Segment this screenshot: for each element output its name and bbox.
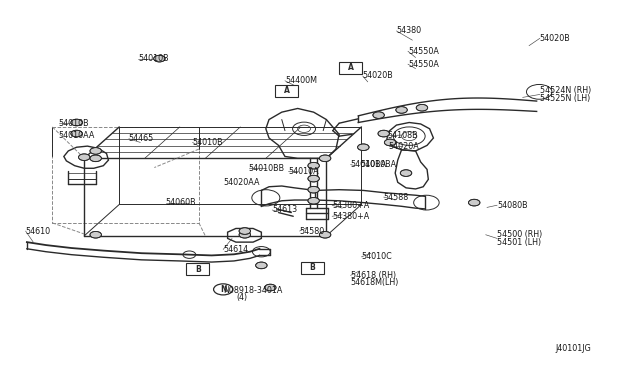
Text: B: B <box>310 263 316 272</box>
Text: 54020A: 54020A <box>389 142 420 151</box>
Text: N08918-3401A: N08918-3401A <box>223 286 282 295</box>
Circle shape <box>71 130 83 137</box>
Text: 54618M(LH): 54618M(LH) <box>351 278 399 287</box>
FancyBboxPatch shape <box>339 62 362 74</box>
Text: 54613: 54613 <box>272 205 298 215</box>
Text: 54618 (RH): 54618 (RH) <box>351 271 396 280</box>
Text: 54080B: 54080B <box>497 201 528 210</box>
Text: 54380+A: 54380+A <box>332 201 369 210</box>
Circle shape <box>90 231 101 238</box>
Text: 54020B: 54020B <box>540 34 571 43</box>
Circle shape <box>239 228 250 234</box>
Text: 54010BB: 54010BB <box>248 164 285 173</box>
Text: A: A <box>348 63 353 72</box>
Text: 54380: 54380 <box>396 26 422 35</box>
FancyBboxPatch shape <box>186 263 209 275</box>
Circle shape <box>264 284 276 291</box>
Text: J40101JG: J40101JG <box>556 344 591 353</box>
Circle shape <box>255 262 267 269</box>
Text: N: N <box>220 285 227 294</box>
Circle shape <box>239 231 250 238</box>
Text: 54501 (LH): 54501 (LH) <box>497 238 541 247</box>
Circle shape <box>214 284 233 295</box>
Bar <box>52 127 199 223</box>
Text: 54550A: 54550A <box>408 60 439 69</box>
Text: 54500 (RH): 54500 (RH) <box>497 230 542 239</box>
Text: 54010BA: 54010BA <box>351 160 387 169</box>
Text: 54060B: 54060B <box>166 198 196 207</box>
Circle shape <box>378 130 390 137</box>
Text: 54550A: 54550A <box>408 47 439 56</box>
Text: 54020AA: 54020AA <box>223 178 260 187</box>
Text: A: A <box>284 86 290 95</box>
Text: 54010B: 54010B <box>138 54 169 63</box>
Text: 54610: 54610 <box>26 227 51 235</box>
Text: 54465: 54465 <box>129 134 154 143</box>
Circle shape <box>90 155 101 161</box>
Text: 54020B: 54020B <box>363 71 394 80</box>
Text: 54614: 54614 <box>223 245 248 254</box>
Text: 54010C: 54010C <box>362 252 392 262</box>
Circle shape <box>308 186 319 193</box>
Text: 54010B: 54010B <box>59 119 90 128</box>
Text: 54010A: 54010A <box>288 167 319 176</box>
Text: 54400M: 54400M <box>285 76 317 85</box>
Text: 54524N (RH): 54524N (RH) <box>540 86 591 95</box>
Text: 54108B: 54108B <box>387 131 417 140</box>
Circle shape <box>385 139 396 146</box>
Text: B: B <box>195 264 200 273</box>
Circle shape <box>373 112 385 118</box>
Circle shape <box>396 107 407 113</box>
Circle shape <box>90 148 101 154</box>
Circle shape <box>154 55 165 62</box>
Circle shape <box>71 119 83 126</box>
FancyBboxPatch shape <box>301 262 324 274</box>
Circle shape <box>308 162 319 169</box>
Circle shape <box>358 144 369 151</box>
Text: 54010B: 54010B <box>193 138 223 147</box>
Circle shape <box>416 105 428 111</box>
Text: 54380+A: 54380+A <box>332 212 369 221</box>
Text: 54588: 54588 <box>384 193 409 202</box>
Text: 54010AA: 54010AA <box>59 131 95 140</box>
Text: 54580: 54580 <box>300 227 325 235</box>
Circle shape <box>468 199 480 206</box>
FancyBboxPatch shape <box>275 85 298 97</box>
Text: 54525N (LH): 54525N (LH) <box>540 94 590 103</box>
Circle shape <box>400 170 412 176</box>
Circle shape <box>319 155 331 161</box>
Circle shape <box>79 154 90 161</box>
Circle shape <box>308 198 319 204</box>
Circle shape <box>319 231 331 238</box>
Circle shape <box>308 175 319 182</box>
Text: (4): (4) <box>236 293 247 302</box>
Text: 54010BA: 54010BA <box>360 160 396 169</box>
